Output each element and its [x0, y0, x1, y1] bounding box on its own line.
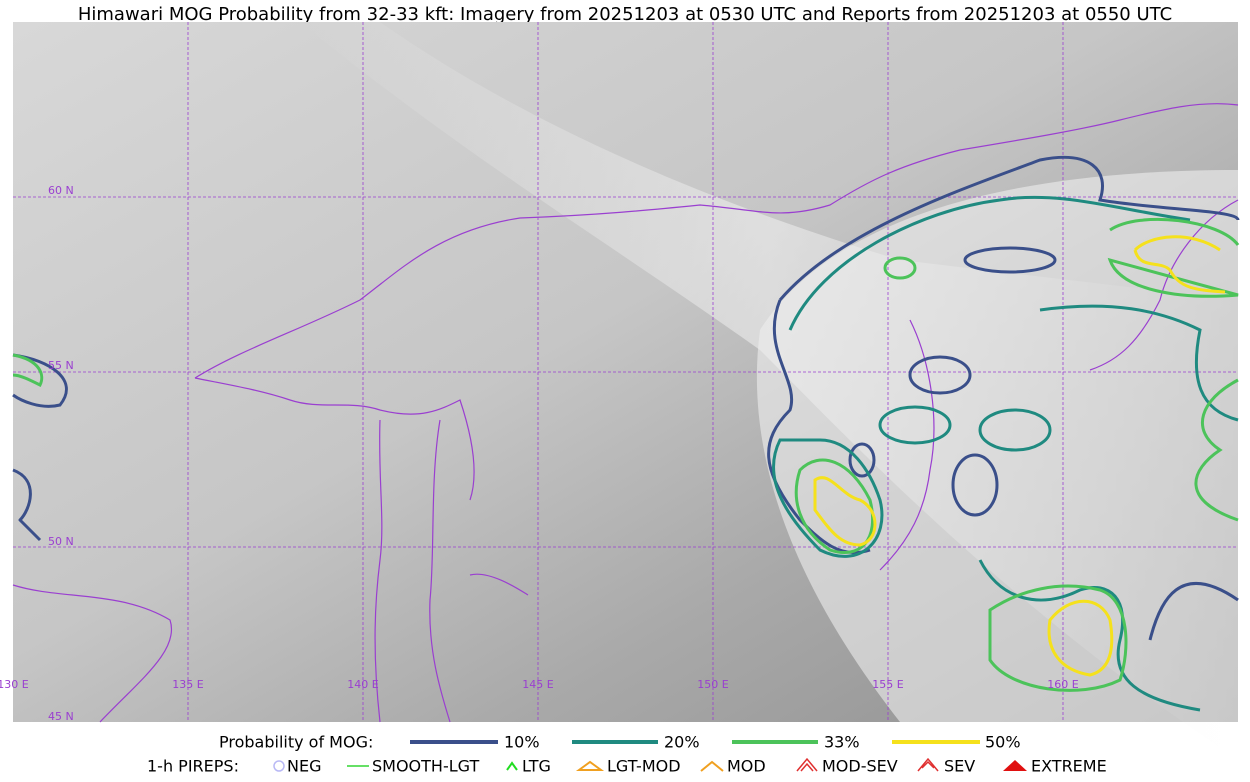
legend-label: 10% — [504, 733, 540, 752]
pirep-icon — [575, 760, 605, 771]
lat-label: 50 N — [48, 535, 74, 548]
lon-label: 145 E — [522, 678, 553, 691]
grid-labels: 60 N 55 N 50 N 45 N 130 E 135 E 140 E 14… — [0, 184, 1079, 723]
legend-label: 20% — [664, 733, 700, 752]
lon-label: 130 E — [0, 678, 29, 691]
legend-label: 50% — [985, 733, 1021, 752]
legend-label: LTG — [522, 757, 551, 776]
legend-label: NEG — [287, 757, 321, 776]
lat-label: 60 N — [48, 184, 74, 197]
legend-title: 1-h PIREPS: — [147, 757, 239, 776]
legend-title: Probability of MOG: — [219, 733, 373, 752]
legend-label: 33% — [824, 733, 860, 752]
lat-label: 55 N — [48, 359, 74, 372]
legend-label: SEV — [944, 757, 975, 776]
legend-label: MOD — [727, 757, 766, 776]
legend: Probability of MOG: 10% 20% 33% 50% 1-h … — [147, 733, 1107, 776]
pirep-icon — [506, 761, 518, 771]
lon-label: 150 E — [697, 678, 728, 691]
lon-label: 140 E — [347, 678, 378, 691]
legend-label: LGT-MOD — [607, 757, 681, 776]
pirep-icon — [1003, 760, 1027, 771]
pirep-icon — [796, 757, 818, 772]
legend-label: MOD-SEV — [822, 757, 898, 776]
lon-label: 155 E — [872, 678, 903, 691]
legend-label: EXTREME — [1031, 757, 1107, 776]
lon-label: 160 E — [1047, 678, 1078, 691]
pirep-icon — [917, 757, 939, 772]
lon-label: 135 E — [172, 678, 203, 691]
legend-label: SMOOTH-LGT — [372, 757, 479, 776]
map: 60 N 55 N 50 N 45 N 130 E 135 E 140 E 14… — [0, 22, 1240, 760]
lat-label: 45 N — [48, 710, 74, 723]
contours — [12, 155, 1240, 712]
pirep-icon — [273, 760, 285, 772]
title: Himawari MOG Probability from 32-33 kft:… — [78, 4, 1172, 25]
pirep-icon — [700, 760, 724, 772]
